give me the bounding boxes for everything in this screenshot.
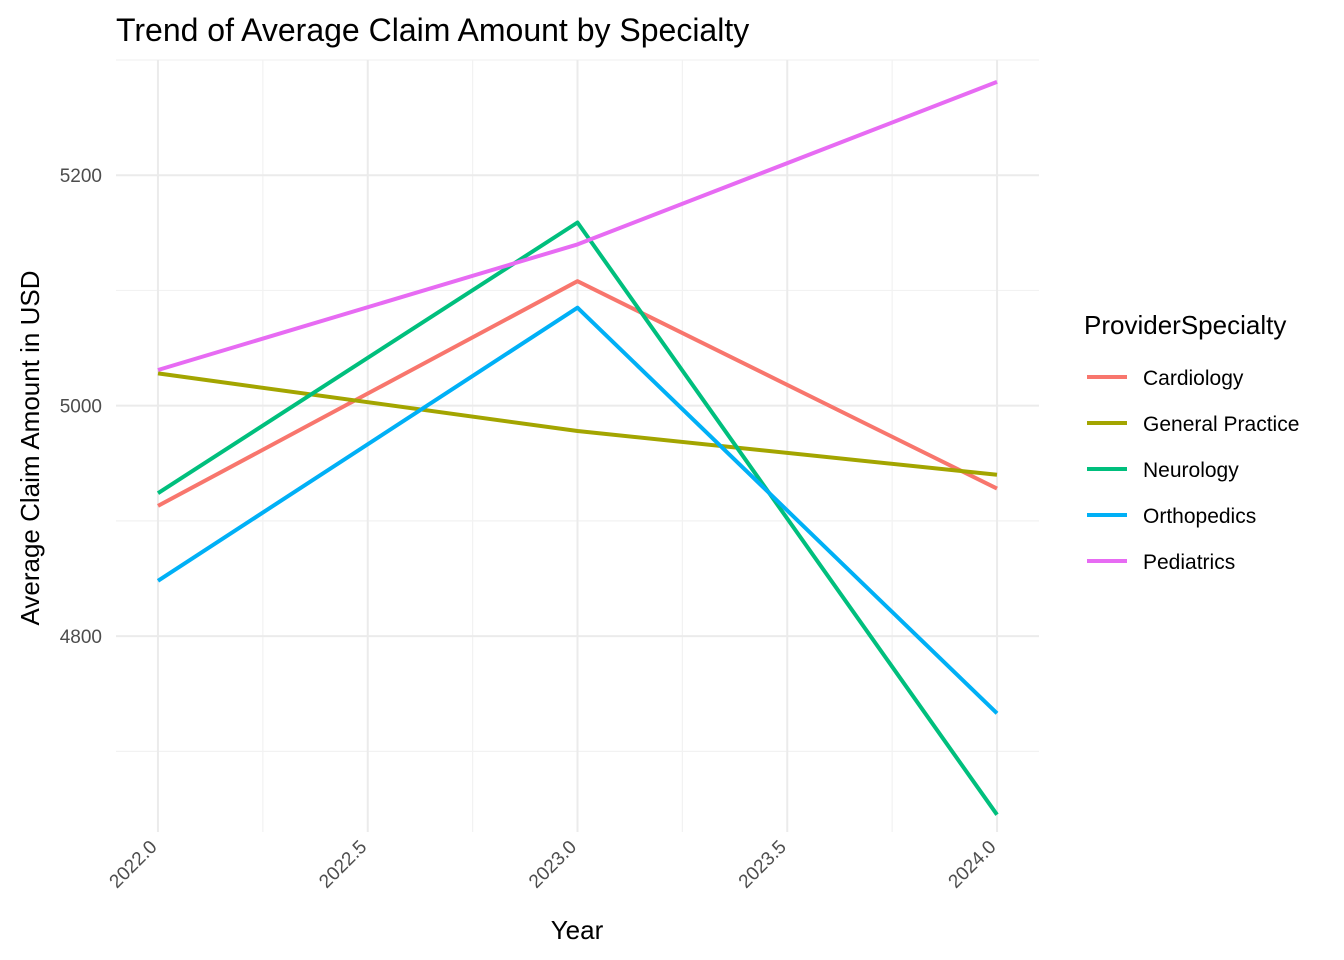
x-axis-title: Year bbox=[551, 915, 604, 945]
series-lines bbox=[156, 80, 999, 816]
major-gridlines bbox=[116, 60, 1039, 832]
x-tick-label: 2022.0 bbox=[106, 837, 162, 893]
y-axis-tick-labels: 4800 5000 5200 bbox=[60, 166, 102, 648]
x-axis-tick-labels: 2022.0 2022.5 2023.0 2023.5 2024.0 bbox=[106, 837, 1001, 893]
chart-title: Trend of Average Claim Amount by Special… bbox=[116, 12, 749, 48]
legend-title: ProviderSpecialty bbox=[1084, 310, 1286, 340]
x-tick-label: 2023.5 bbox=[735, 837, 791, 893]
series-line-pediatrics bbox=[157, 80, 998, 372]
series-line-cardiology bbox=[157, 279, 998, 508]
y-tick-label: 4800 bbox=[60, 627, 102, 648]
legend-label: Cardiology bbox=[1143, 367, 1244, 390]
x-tick-label: 2022.5 bbox=[315, 837, 371, 893]
legend-label: Pediatrics bbox=[1143, 551, 1235, 574]
x-tick-label: 2023.0 bbox=[525, 837, 581, 893]
legend-label: Neurology bbox=[1143, 459, 1239, 482]
series-line-neurology bbox=[156, 220, 999, 816]
x-tick-label: 2024.0 bbox=[945, 837, 1001, 893]
legend-items: Cardiology General Practice Neurology Ortho… bbox=[1087, 367, 1299, 574]
legend-label: Orthopedics bbox=[1143, 505, 1256, 528]
legend: ProviderSpecialty Cardiology General Prac… bbox=[1084, 310, 1299, 574]
y-axis-title: Average Claim Amount in USD bbox=[15, 270, 45, 625]
y-tick-label: 5200 bbox=[60, 166, 102, 187]
legend-label: General Practice bbox=[1143, 413, 1299, 436]
y-tick-label: 5000 bbox=[60, 397, 102, 418]
series-line-general-practice bbox=[157, 371, 998, 477]
series-line-orthopedics bbox=[156, 305, 999, 715]
